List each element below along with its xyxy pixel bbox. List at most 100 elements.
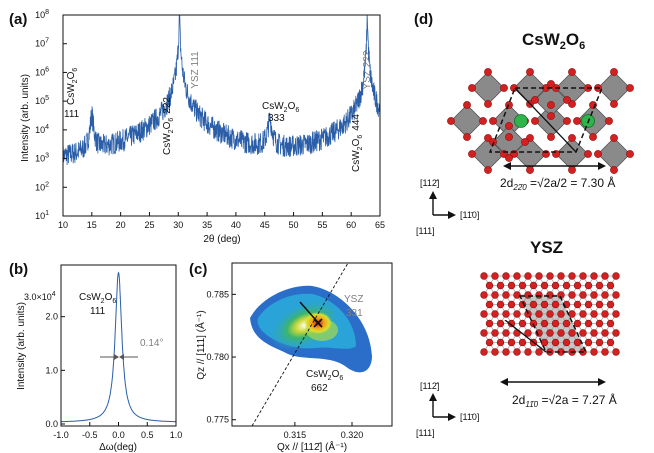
oxygen-atom — [463, 133, 471, 141]
y-tick-label-a: 108 — [35, 9, 49, 20]
wo6-octahedron — [450, 104, 484, 138]
ysz-atom — [480, 348, 488, 356]
axes-frame-c — [231, 262, 393, 427]
ysz-atom — [524, 348, 532, 356]
ysz-atom — [535, 291, 543, 299]
ysz-atom — [568, 272, 576, 280]
x-tick-label-a: 40 — [231, 220, 241, 230]
oxygen-atom — [531, 96, 539, 104]
ysz-atom — [546, 310, 554, 318]
oxygen-atom — [547, 101, 555, 109]
panel-label-b: (b) — [9, 261, 28, 278]
ysz-atom — [579, 310, 587, 318]
csw-662-label: CsW2O6 — [306, 369, 343, 382]
ysz-atom — [612, 291, 620, 299]
ysz-cell-outline — [518, 295, 588, 353]
panel-label-d: (d) — [414, 11, 433, 28]
peak-index-333: 333 — [268, 113, 285, 124]
ysz-atom — [546, 329, 554, 337]
oxygen-atom — [547, 133, 555, 141]
rocking-curve-trace — [61, 271, 176, 423]
ysz-atom — [540, 338, 549, 347]
x-tick-label-b: 0.5 — [141, 430, 154, 440]
unit-cell-outline — [514, 87, 577, 153]
oxygen-atom — [484, 68, 492, 76]
oxygen-atom — [610, 166, 618, 174]
x-ticks-c: 0.315 0.320 — [284, 422, 364, 440]
oxygen-atom — [500, 84, 508, 92]
ysz-atom — [595, 300, 604, 309]
dir-up-top: [112̄] — [420, 178, 439, 188]
dir-right-bottom: [11̄0] — [460, 412, 479, 422]
oxygen-atom — [489, 117, 497, 125]
y-axis-label-b: Intensity (arb. units) — [16, 302, 27, 390]
ysz-atom — [568, 291, 576, 299]
oxygen-atom — [594, 150, 602, 158]
x-tick-label-a: 15 — [87, 220, 97, 230]
ysz-atom — [601, 291, 609, 299]
oxygen-atom — [505, 154, 513, 162]
panel-d: CsW2O6 2d22̄0 =√2a/2 = 7.30 Å [112̄] [ — [416, 30, 634, 438]
peak-label-222: CsW2O6222 — [162, 97, 175, 155]
ysz-atom — [524, 329, 532, 337]
x-tick-label-b: -0.5 — [82, 430, 98, 440]
x-tick-label-a: 25 — [144, 220, 154, 230]
ysz-spacing: 2d11̄0 =√2a = 7.27 Å — [512, 392, 617, 409]
ysz-atom — [535, 310, 543, 318]
peak-label-444: CsW2O6444 — [351, 114, 364, 172]
ysz-atom — [540, 300, 549, 309]
csw-662-index: 662 — [311, 383, 328, 394]
x-tick-label-a: 20 — [116, 220, 126, 230]
ysz-atom — [590, 310, 598, 318]
x-tick-label-a: 65 — [375, 220, 385, 230]
x-tick-label-c: 0.320 — [341, 430, 364, 440]
ysz-atom — [562, 338, 571, 347]
panel-c: 0.315 0.320 0.775 0.780 0.785 YSZ 331 CsW2O… — [194, 262, 393, 453]
oxygen-atom — [610, 68, 618, 76]
ysz-atom — [496, 319, 505, 328]
oxygen-atom — [568, 68, 576, 76]
oxygen-atom — [563, 117, 571, 125]
ysz-atom — [557, 329, 565, 337]
ysz-atom — [491, 291, 499, 299]
peak-label-ysz111: YSZ 111 — [190, 51, 201, 89]
x-axis-label-c: Qx // [112̄] (Å⁻¹) — [277, 440, 347, 453]
ysz-atom — [579, 329, 587, 337]
ysz-atom — [480, 329, 488, 337]
ysz-atom — [491, 310, 499, 318]
y-tick-label-a: 106 — [35, 66, 49, 77]
oxygen-atom — [484, 100, 492, 108]
ysz-atom — [551, 319, 560, 328]
y-ticks-c: 0.775 0.780 0.785 — [206, 289, 236, 425]
ysz-atom — [568, 310, 576, 318]
dir-right-top: [11̄0] — [460, 210, 479, 220]
panel-b: -1.0 -0.5 0.0 0.5 1.0 0.0 1.0 2.0 3.0×104 Inte… — [16, 264, 182, 453]
ysz-atom — [590, 272, 598, 280]
ysz-atom — [513, 272, 521, 280]
ysz-atom — [540, 319, 549, 328]
ysz-atom — [562, 319, 571, 328]
y-tick-label-c: 0.785 — [206, 289, 229, 299]
peak-label-333: CsW2O6 — [262, 101, 299, 114]
y-tick-label-a: 107 — [35, 38, 49, 49]
y-tick-label-a: 101 — [35, 210, 49, 221]
y-axis-label-a: Intensity (arb. units) — [20, 74, 31, 162]
csw2o6-structure — [447, 68, 634, 174]
ysz-atom — [562, 281, 571, 290]
panel-label-a: (a) — [9, 11, 27, 28]
axes-frame-a — [62, 14, 381, 217]
oxygen-atom — [447, 117, 455, 125]
x-axis-label-b: Δω(deg) — [99, 442, 137, 453]
ysz-atom — [551, 281, 560, 290]
fwhm-value: 0.14° — [140, 338, 163, 349]
y-tick-label-c: 0.780 — [206, 352, 229, 362]
ysz-atom — [491, 348, 499, 356]
ysz-atom — [507, 338, 516, 347]
csw2o6-spacing: 2d22̄0 =√2a/2 = 7.30 Å — [500, 175, 615, 192]
ysz-atom — [540, 281, 549, 290]
y-ticks-a: 101 102 103 104 105 106 107 108 — [35, 9, 67, 221]
ysz-atom — [595, 338, 604, 347]
rocking-label: CsW2O6 — [79, 292, 116, 305]
dir-out-bottom: [111] — [416, 428, 435, 438]
